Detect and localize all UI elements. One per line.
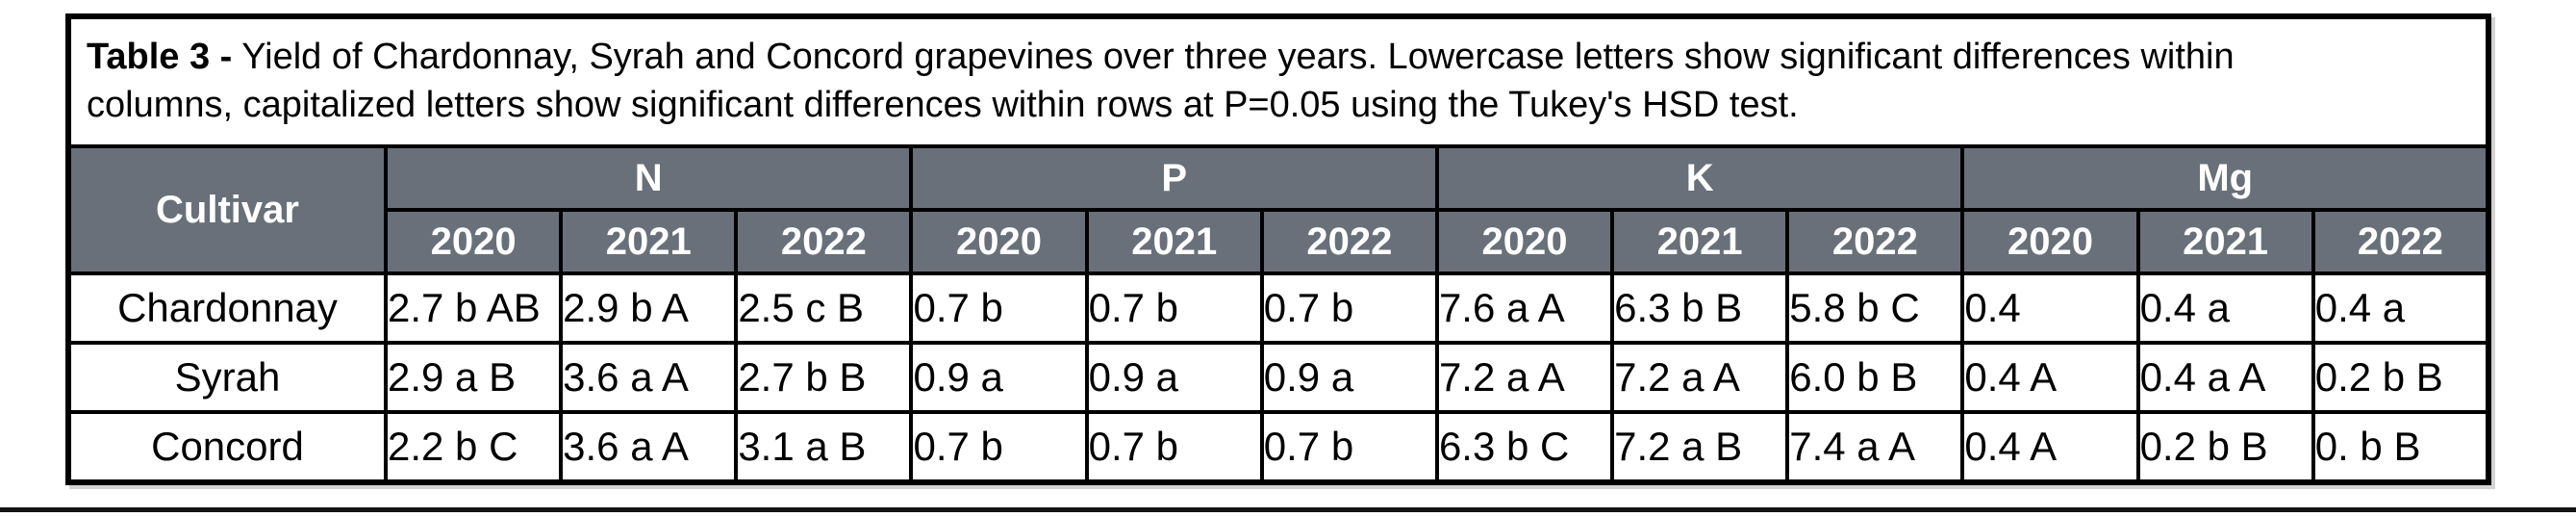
cell-value: 3.6 a A xyxy=(559,410,739,484)
header-year-k-2021: 2021 xyxy=(1610,208,1790,275)
cell-value: 0.2 b B xyxy=(2311,341,2491,414)
cell-value: 7.2 a A xyxy=(1434,341,1615,414)
table-header-year-row: 2020 2021 2022 2020 2021 2022 2020 2021 … xyxy=(68,208,2491,275)
header-year-p-2021: 2021 xyxy=(1084,208,1264,275)
cell-value: 7.4 a A xyxy=(1785,410,1965,484)
header-year-p-2022: 2022 xyxy=(1259,208,1439,275)
cell-value: 2.5 c B xyxy=(734,271,914,345)
cell-value: 0.7 b xyxy=(909,271,1089,345)
table-caption: Table 3 - Yield of Chardonnay, Syrah and… xyxy=(66,14,2490,148)
table-row-syrah: Syrah 2.9 a B 3.6 a A 2.7 b B 0.9 a 0.9 … xyxy=(66,341,2491,414)
cell-value: 2.7 b AB xyxy=(383,271,564,345)
cell-value: 0.7 b xyxy=(1259,271,1439,345)
caption-line-1: Table 3 - Yield of Chardonnay, Syrah and… xyxy=(87,33,2472,81)
table-row-chardonnay: Chardonnay 2.7 b AB 2.9 b A 2.5 c B 0.7 … xyxy=(66,271,2491,345)
cell-value: 0.2 b B xyxy=(2135,410,2315,484)
cell-value: 0.7 b xyxy=(1084,410,1264,484)
header-group-mg: Mg xyxy=(1960,144,2490,212)
header-year-mg-2020: 2020 xyxy=(1960,208,2140,275)
cell-value: 0.4 a A xyxy=(2135,341,2315,414)
cell-value: 6.0 b B xyxy=(1785,341,1965,414)
table-header-group-row: Cultivar N P K Mg xyxy=(66,144,2490,275)
cell-value: 5.8 b C xyxy=(1785,271,1965,345)
page-divider-line xyxy=(0,507,2576,512)
cell-value: 3.6 a A xyxy=(559,341,739,414)
cell-value: 2.7 b B xyxy=(734,341,914,414)
table-row-concord: Concord 2.2 b C 3.6 a A 3.1 a B 0.7 b 0.… xyxy=(66,410,2491,484)
cell-value: 3.1 a B xyxy=(734,410,914,484)
header-cultivar: Cultivar xyxy=(66,144,388,275)
cell-value: 2.9 b A xyxy=(559,271,739,345)
cell-value: 0.4 A xyxy=(1960,410,2140,484)
cell-value: 0. b B xyxy=(2311,410,2491,484)
cell-value: 0.4 a xyxy=(2311,271,2491,345)
table-caption-row: Table 3 - Yield of Chardonnay, Syrah and… xyxy=(66,14,2490,148)
cell-value: 0.7 b xyxy=(1084,271,1264,345)
table-caption-text-line1: Yield of Chardonnay, Syrah and Concord g… xyxy=(241,37,2235,77)
table-3: Table 3 - Yield of Chardonnay, Syrah and… xyxy=(65,13,2491,485)
cell-cultivar: Chardonnay xyxy=(66,271,388,345)
cell-value: 2.9 a B xyxy=(383,341,564,414)
table-caption-label: Table 3 - xyxy=(87,37,233,77)
cell-value: 0.7 b xyxy=(909,410,1089,484)
cell-value: 6.3 b B xyxy=(1610,271,1790,345)
header-year-k-2022: 2022 xyxy=(1785,208,1965,275)
cell-value: 7.2 a B xyxy=(1610,410,1790,484)
header-year-mg-2021: 2021 xyxy=(2135,208,2315,275)
cell-value: 6.3 b C xyxy=(1434,410,1615,484)
header-year-n-2021: 2021 xyxy=(559,208,739,275)
header-year-n-2020: 2020 xyxy=(383,208,564,275)
cell-value: 0.4 a xyxy=(2135,271,2315,345)
header-year-k-2020: 2020 xyxy=(1434,208,1615,275)
cell-value: 2.2 b C xyxy=(383,410,564,484)
cell-value: 0.7 b xyxy=(1259,410,1439,484)
header-year-p-2020: 2020 xyxy=(909,208,1089,275)
cell-value: 0.4 xyxy=(1960,271,2140,345)
cell-cultivar: Syrah xyxy=(66,341,388,414)
cell-value: 0.4 A xyxy=(1960,341,2140,414)
cell-value: 0.9 a xyxy=(1084,341,1264,414)
cell-cultivar: Concord xyxy=(66,410,388,484)
header-year-mg-2022: 2022 xyxy=(2311,208,2491,275)
cell-value: 7.2 a A xyxy=(1610,341,1790,414)
header-group-p: P xyxy=(909,144,1439,212)
header-year-n-2022: 2022 xyxy=(734,208,914,275)
cell-value: 0.9 a xyxy=(1259,341,1439,414)
caption-line-2: columns, capitalized letters show signif… xyxy=(87,85,1799,125)
header-group-n: N xyxy=(383,144,914,212)
header-group-k: K xyxy=(1434,144,1965,212)
cell-value: 0.9 a xyxy=(909,341,1089,414)
cell-value: 7.6 a A xyxy=(1434,271,1615,345)
